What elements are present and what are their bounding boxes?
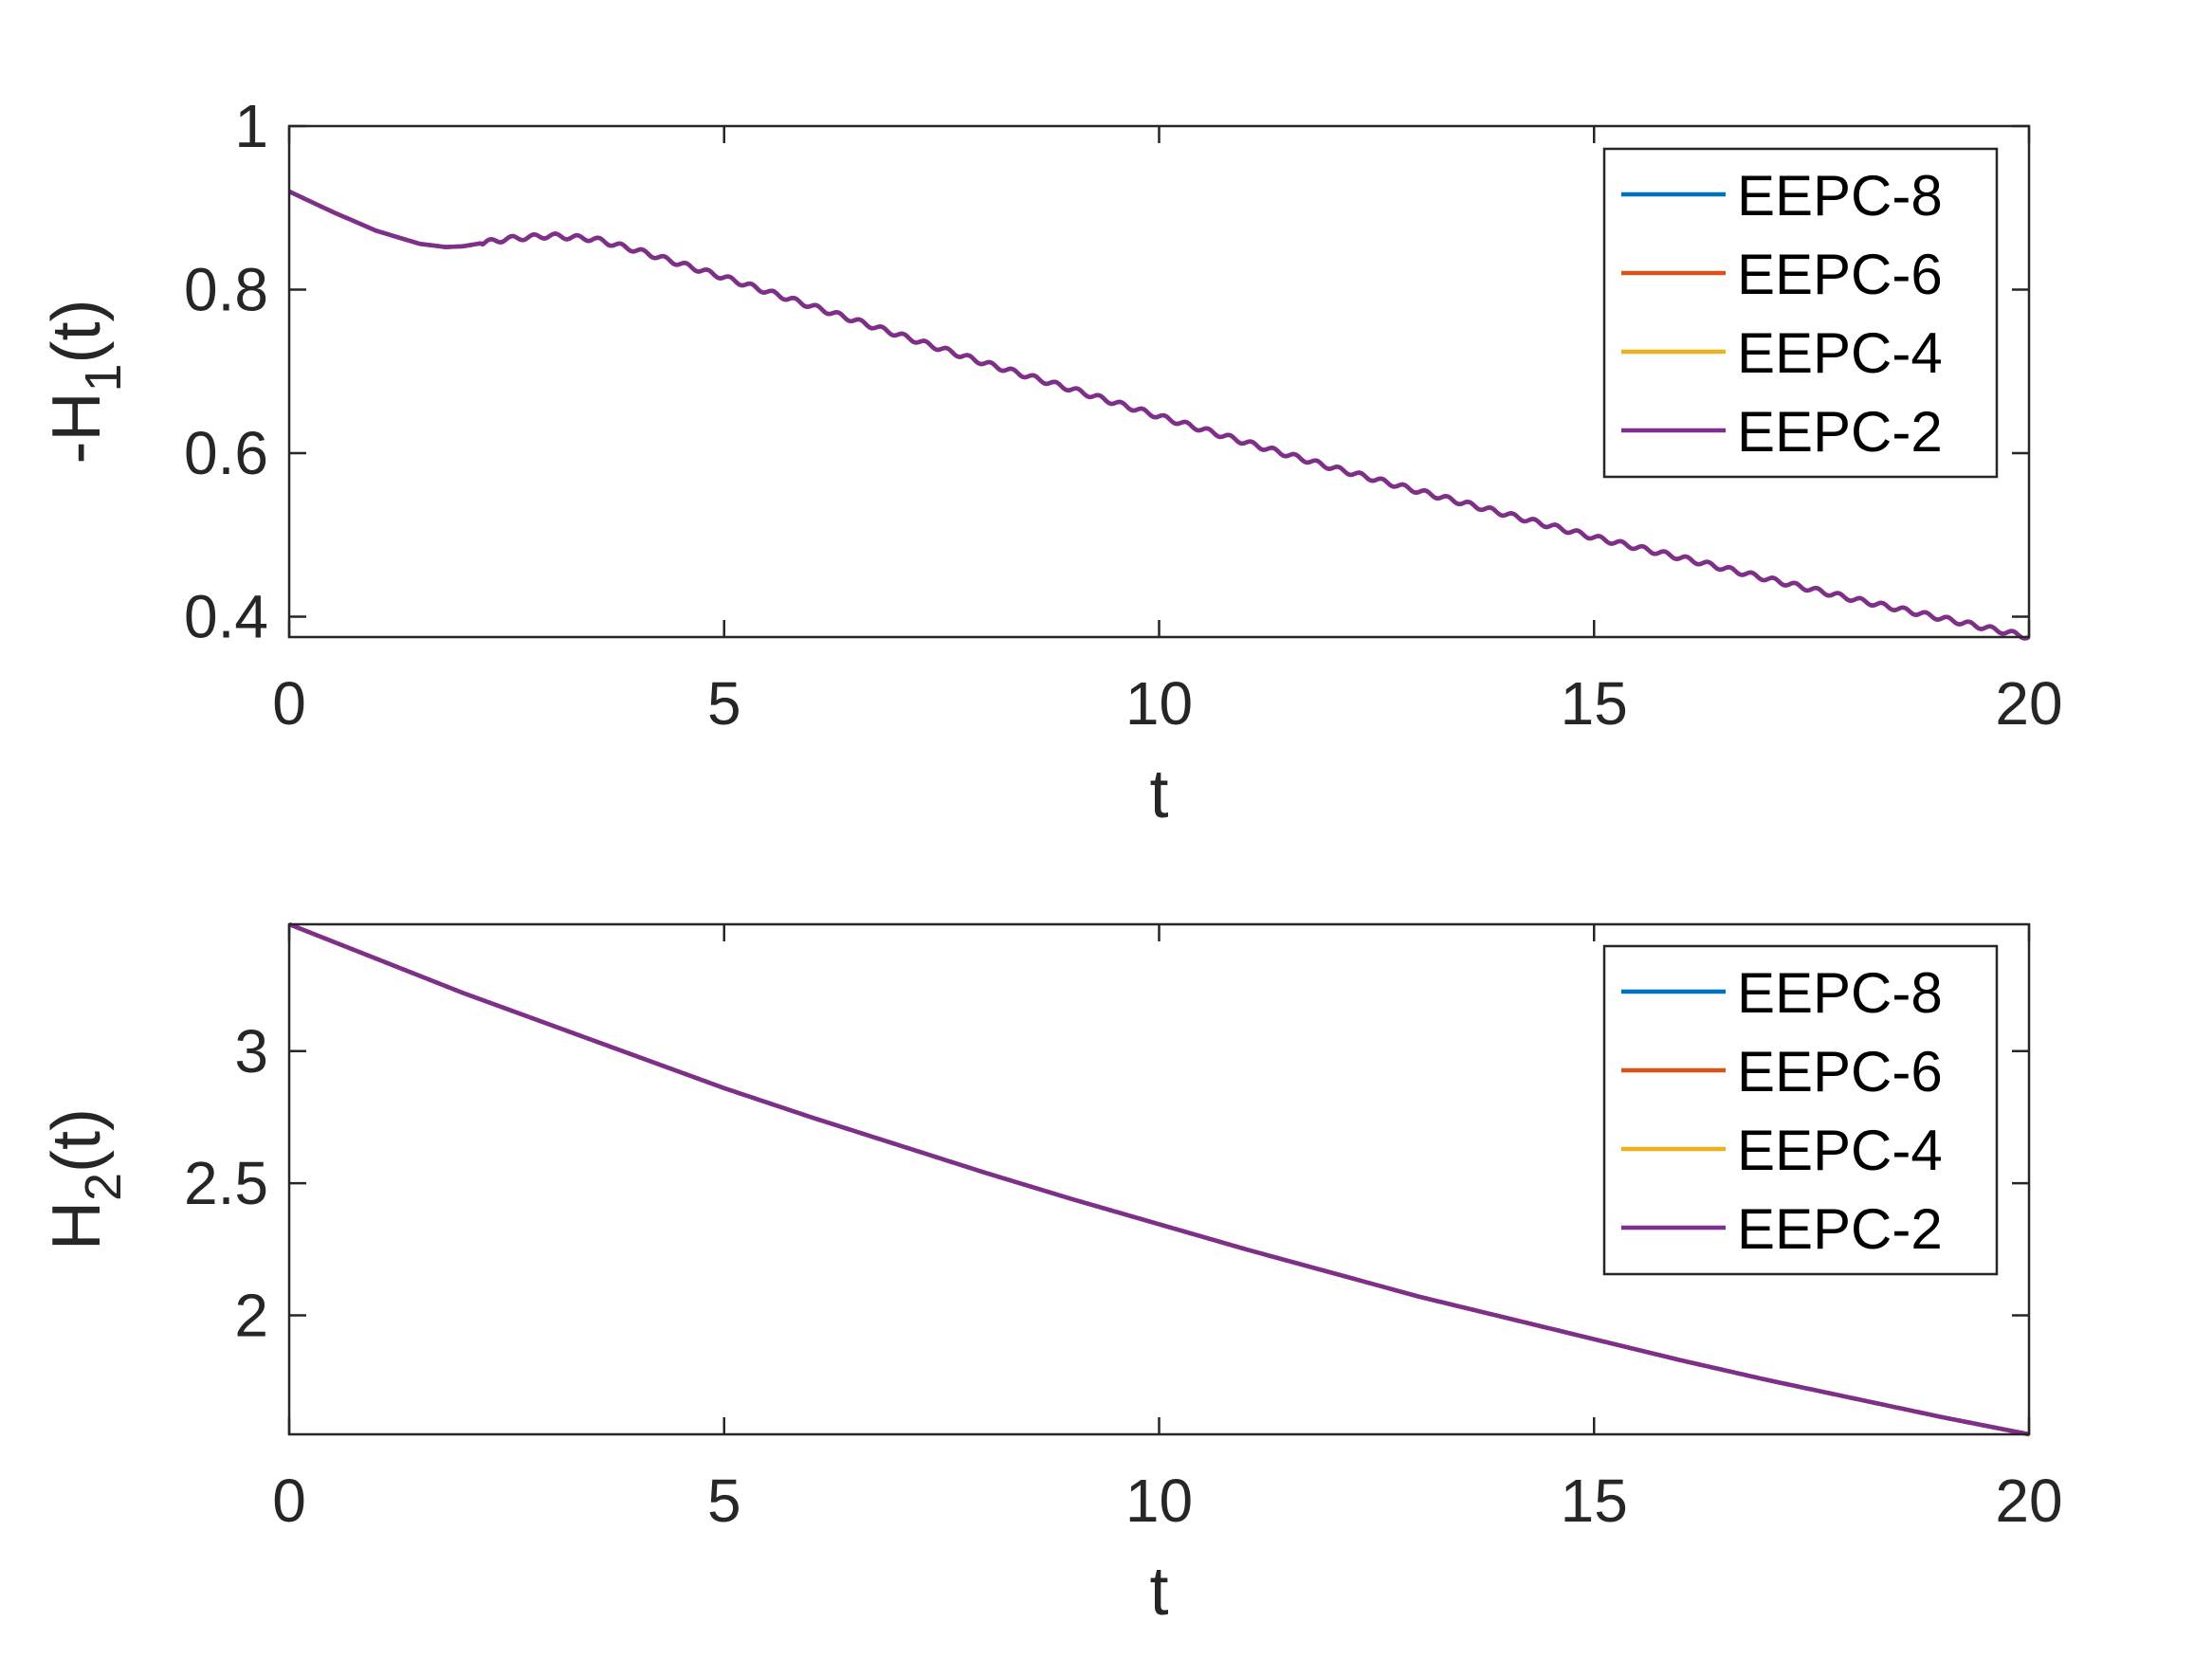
y-tick-label: 0.6 [184,419,268,487]
x-tick-label: 5 [707,1467,741,1535]
y-axis-label-subscript: 2 [75,1173,132,1201]
x-tick-label: 20 [1995,1467,2062,1535]
legend-label: EEPC-8 [1737,961,1943,1025]
x-tick-label: 10 [1125,1467,1193,1535]
x-tick-label: 5 [707,669,741,738]
y-tick-label: 2 [234,1282,268,1350]
legend-label: EEPC-2 [1737,400,1943,464]
y-tick-label: 2.5 [184,1149,268,1217]
y-tick-label: 3 [234,1017,268,1085]
series-line-eepc-2 [288,189,2030,641]
legend-box [1602,147,1999,479]
legend-label: EEPC-6 [1737,1040,1943,1103]
axes-frame [287,124,2031,639]
axes-frame [287,922,2031,1436]
legend: EEPC-8 EEPC-6 EEPC-4 EEPC-2 [1602,944,1999,1276]
x-tick-label: 15 [1561,669,1628,738]
x-tick-label: 20 [1995,669,2062,738]
legend: EEPC-8 EEPC-6 EEPC-4 EEPC-2 [1602,147,1999,479]
legend-label: EEPC-6 [1737,243,1943,306]
legend-box [1602,944,1999,1276]
y-axis-label-tail: (t) [39,300,115,364]
x-tick-label: 10 [1125,669,1193,738]
legend-label: EEPC-4 [1737,1119,1943,1182]
x-tick-label: 15 [1561,1467,1628,1535]
chart-1: 0 5 10 15 200.40.60.81t-H1(t)EEPC-8EEPC-6EEP… [39,92,2063,832]
y-axis-label: H2(t) [39,1108,132,1250]
y-axis-label-tail: (t) [39,1108,115,1173]
y-tick-label: 0.8 [184,255,268,323]
legend-label: EEPC-2 [1737,1197,1943,1261]
chart-2: 0 5 10 15 2022.53tH2(t)EEPC-8EEPC-6EEPC-4EEP… [39,921,2063,1630]
y-axis-label-main: H [39,1201,115,1250]
y-axis-label-main: -H [39,392,115,465]
x-axis-label: t [1149,1554,1168,1630]
y-axis-label: -H1(t) [39,300,132,465]
x-tick-label: 0 [272,1467,306,1535]
x-tick-label: 0 [272,669,306,738]
series-line-eepc-2 [288,921,2030,1437]
legend-label: EEPC-4 [1737,321,1943,385]
charts-root: 0 5 10 15 200.40.60.81t-H1(t)EEPC-8EEPC-6EEP… [39,92,2063,1630]
legend-label: EEPC-8 [1737,164,1943,228]
y-axis-label-subscript: 1 [75,363,132,392]
y-tick-label: 0.4 [184,582,268,650]
y-tick-label: 1 [234,92,268,160]
x-axis-label: t [1149,757,1168,832]
